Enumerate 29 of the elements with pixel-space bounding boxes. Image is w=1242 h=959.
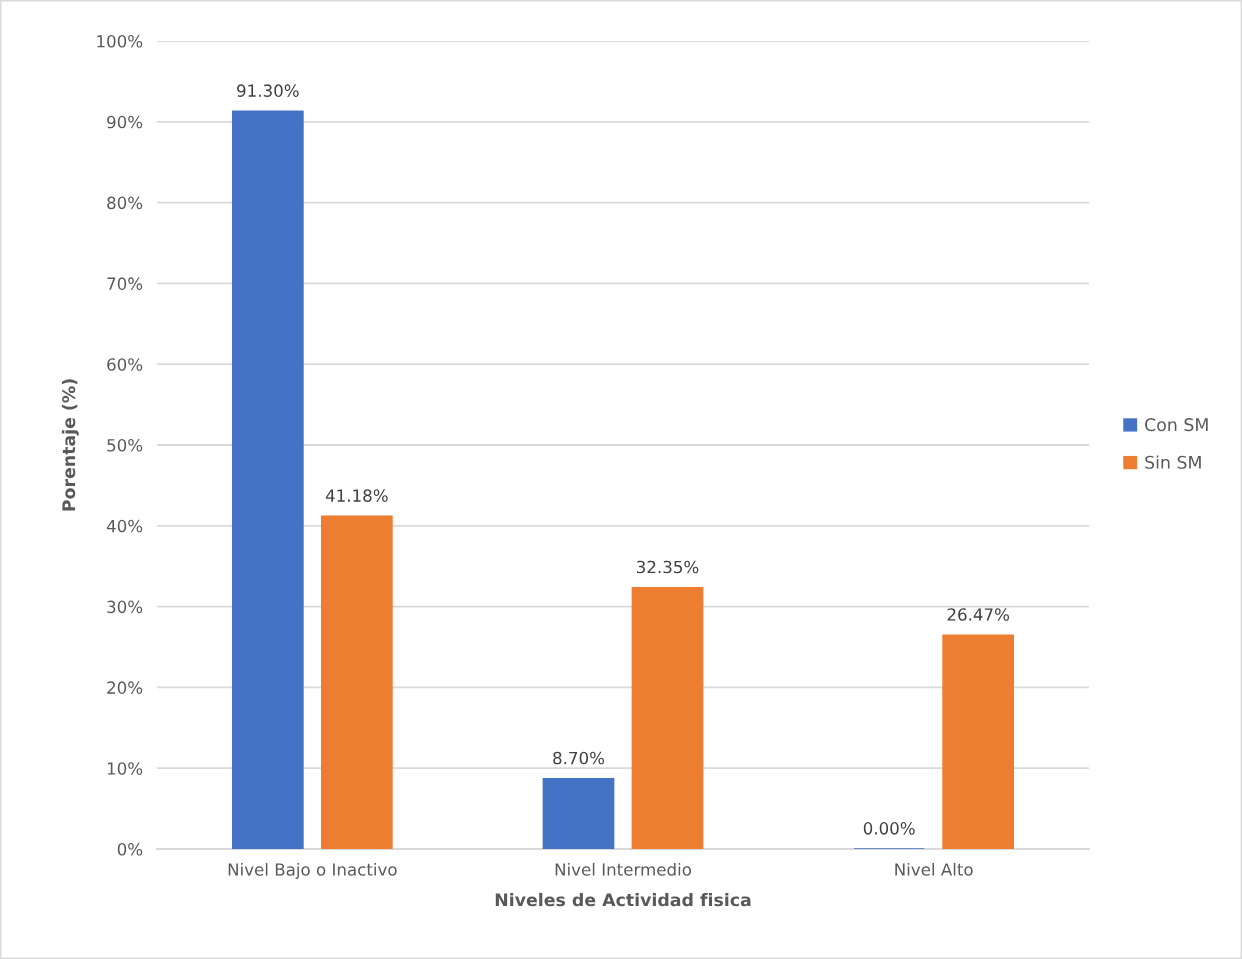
bar <box>542 778 615 849</box>
x-axis-title: Niveles de Actividad fisica <box>495 892 751 907</box>
y-tick-label: 60% <box>107 358 143 371</box>
x-tick-label: Nivel Intermedio <box>555 862 692 876</box>
y-tick-label: 30% <box>107 600 143 614</box>
data-label: 91.30% <box>237 84 299 97</box>
legend-label: Sin SM <box>1145 455 1201 469</box>
data-label: 41.18% <box>325 489 388 502</box>
data-label: 0.00% <box>863 822 915 835</box>
x-tick-label: Nivel Bajo o Inactivo <box>228 862 397 880</box>
y-tick-label: 10% <box>107 762 143 775</box>
bar <box>631 586 704 849</box>
y-axis-title: Porentaje (%) <box>61 379 79 511</box>
data-label: 8.70% <box>553 751 605 765</box>
y-tick-label: 0% <box>117 842 143 856</box>
y-tick-label: 70% <box>107 277 143 290</box>
bar <box>942 634 1015 849</box>
y-tick-label: 90% <box>107 115 143 129</box>
x-tick-label: Nivel Alto <box>895 862 973 876</box>
y-tick-label: 50% <box>107 438 143 452</box>
y-tick-label: 100% <box>97 34 143 48</box>
bar <box>231 110 304 849</box>
legend-label: Con SM <box>1145 418 1208 432</box>
y-tick-label: 20% <box>107 681 143 694</box>
y-tick-label: 40% <box>106 519 143 533</box>
data-label: 26.47% <box>947 608 1010 621</box>
data-label: 32.35% <box>637 560 699 574</box>
bar <box>320 515 393 849</box>
y-tick-label: 80% <box>107 196 143 210</box>
